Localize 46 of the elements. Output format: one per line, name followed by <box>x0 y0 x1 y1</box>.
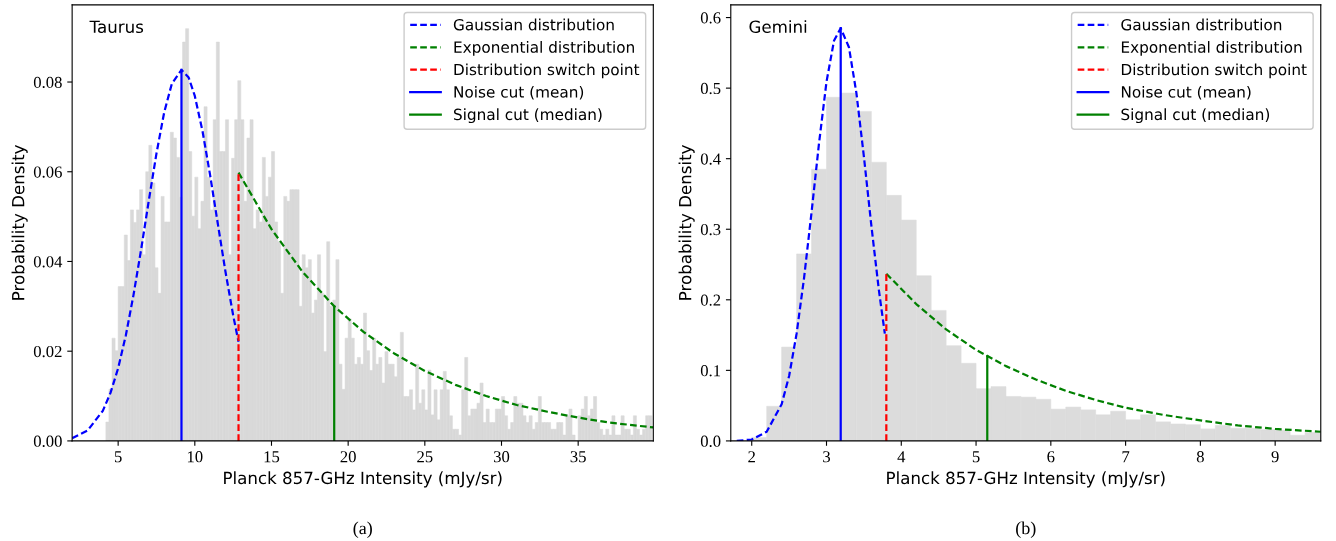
x-axis-title: Planck 857-GHz Intensity (mJy/sr) <box>224 471 502 488</box>
x-tick-label: 2 <box>748 451 755 463</box>
line-series <box>72 68 240 440</box>
legend-label: Distribution switch point <box>1121 63 1307 79</box>
y-tick-label: 0.6 <box>700 12 721 24</box>
legend-label: Signal cut (median) <box>1121 108 1270 124</box>
x-tick-label: 4 <box>897 451 906 463</box>
legend-label: Distribution switch point <box>454 63 640 79</box>
text: (b) <box>1016 521 1036 538</box>
x-tick-label: 7 <box>1122 451 1130 463</box>
y-axis-title: Probability Density <box>678 145 695 300</box>
x-tick-label: 10 <box>187 451 203 463</box>
y-axis-title: Probability Density <box>11 145 28 300</box>
x-axis-title: Planck 857-GHz Intensity (mJy/sr) <box>887 471 1165 488</box>
x-tick-label: 5 <box>972 451 980 463</box>
legend-label: Exponential distribution <box>454 41 634 56</box>
y-tick-label: 0.5 <box>700 82 721 95</box>
x-tick-label: 20 <box>340 451 356 463</box>
legend-label: Signal cut (median) <box>453 108 602 124</box>
annotation: Taurus <box>89 20 144 34</box>
x-tick-label: 9 <box>1271 451 1279 463</box>
y-tick-label: 0.0 <box>700 435 721 447</box>
legend-label: Gaussian distribution <box>453 18 614 31</box>
legend-label: Gaussian distribution <box>1121 18 1282 31</box>
y-tick-label: 0.1 <box>700 365 721 377</box>
y-tick-label: 0.08 <box>33 76 62 89</box>
annotation: Gemini <box>749 20 807 34</box>
y-tick-label: 0.4 <box>700 153 721 165</box>
x-tick-label: 8 <box>1196 451 1204 463</box>
legend-label: Exponential distribution <box>1121 41 1302 56</box>
y-tick-label: 0.02 <box>33 345 62 358</box>
x-tick-label: 6 <box>1047 451 1055 463</box>
y-tick-label: 0.06 <box>33 166 62 178</box>
legend-label: Noise cut (mean) <box>1121 85 1251 100</box>
y-tick-label: 0.04 <box>33 256 63 268</box>
x-tick-label: 30 <box>493 451 510 463</box>
y-tick-label: 0.00 <box>33 435 62 447</box>
legend-label: Noise cut (mean) <box>454 85 584 100</box>
text: (a) <box>353 521 372 538</box>
y-tick-label: 0.3 <box>700 223 721 236</box>
x-tick-label: 3 <box>823 451 831 463</box>
x-tick-label: 25 <box>417 451 433 463</box>
x-tick-label: 5 <box>114 451 122 463</box>
x-tick-label: 15 <box>264 451 280 463</box>
y-tick-label: 0.2 <box>700 294 721 306</box>
x-tick-label: 35 <box>570 451 586 463</box>
